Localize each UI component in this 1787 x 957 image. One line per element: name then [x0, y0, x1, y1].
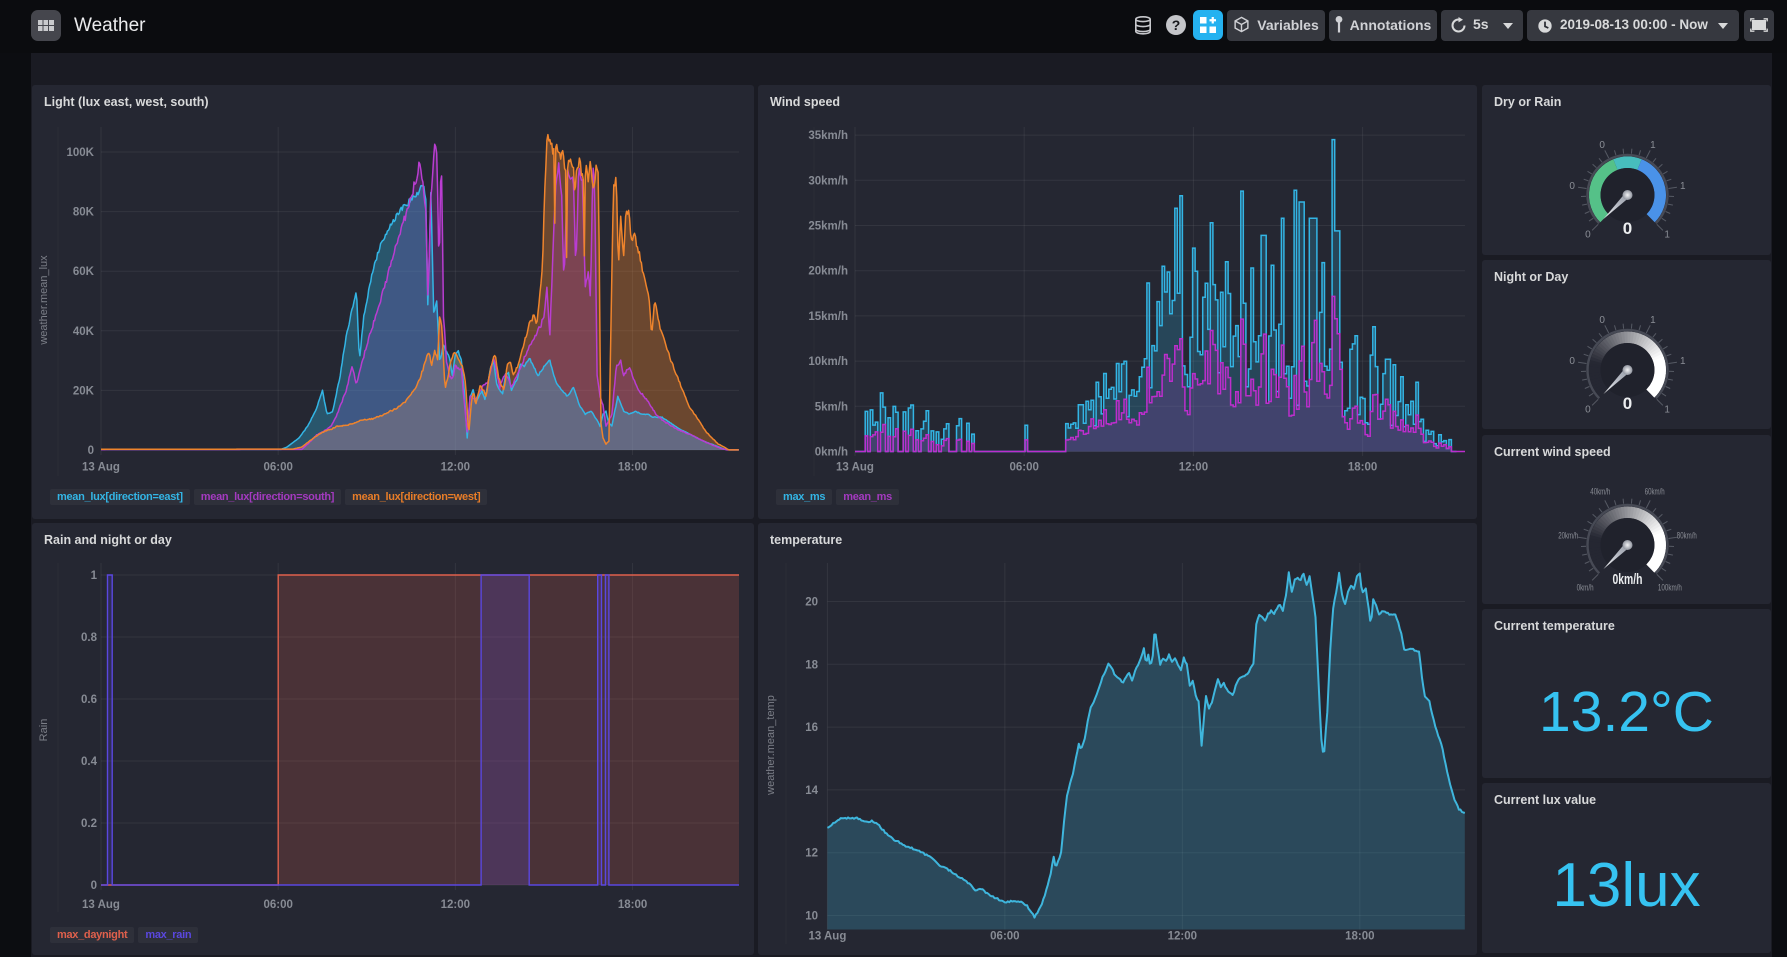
svg-text:30km/h: 30km/h [808, 175, 848, 187]
svg-text:15km/h: 15km/h [808, 311, 848, 323]
svg-text:10km/h: 10km/h [808, 356, 848, 368]
svg-text:14: 14 [805, 785, 818, 797]
svg-text:0: 0 [88, 445, 94, 457]
svg-text:60K: 60K [73, 266, 95, 278]
svg-text:0.8: 0.8 [81, 632, 98, 644]
svg-text:0km/h: 0km/h [815, 447, 848, 459]
svg-text:60km/h: 60km/h [1645, 487, 1665, 497]
svg-text:06:00: 06:00 [263, 462, 292, 474]
svg-text:0: 0 [1623, 394, 1632, 413]
svg-text:1: 1 [1680, 181, 1686, 192]
svg-text:0: 0 [1585, 230, 1591, 241]
svg-text:20km/h: 20km/h [1558, 531, 1578, 541]
svg-text:13 Aug: 13 Aug [808, 931, 846, 943]
svg-text:18: 18 [805, 659, 818, 671]
svg-text:0km/h: 0km/h [1577, 582, 1594, 592]
svg-text:12: 12 [805, 848, 818, 860]
svg-text:80km/h: 80km/h [1677, 531, 1697, 541]
svg-text:0: 0 [1569, 356, 1575, 367]
svg-text:40K: 40K [73, 326, 95, 338]
svg-text:0: 0 [1585, 405, 1591, 416]
svg-text:20: 20 [805, 597, 818, 609]
svg-text:12:00: 12:00 [1168, 931, 1197, 943]
svg-text:18:00: 18:00 [1345, 931, 1374, 943]
svg-text:weather.mean_temp: weather.mean_temp [765, 695, 777, 796]
svg-text:5km/h: 5km/h [815, 401, 848, 413]
svg-text:100K: 100K [67, 147, 95, 159]
svg-text:1: 1 [1680, 356, 1686, 367]
svg-text:1: 1 [1664, 405, 1670, 416]
svg-text:06:00: 06:00 [990, 931, 1019, 943]
svg-text:25km/h: 25km/h [808, 221, 848, 233]
svg-text:weather.mean_lux: weather.mean_lux [38, 255, 50, 346]
svg-text:1: 1 [1664, 230, 1670, 241]
svg-text:12:00: 12:00 [441, 899, 470, 911]
svg-text:18:00: 18:00 [618, 899, 647, 911]
svg-text:16: 16 [805, 722, 818, 734]
svg-text:20km/h: 20km/h [808, 266, 848, 278]
svg-text:13 Aug: 13 Aug [836, 462, 874, 474]
svg-text:20K: 20K [73, 385, 95, 397]
svg-text:0: 0 [1599, 140, 1605, 151]
svg-text:0: 0 [91, 880, 97, 892]
svg-text:18:00: 18:00 [618, 462, 647, 474]
svg-text:12:00: 12:00 [441, 462, 470, 474]
svg-text:80K: 80K [73, 207, 95, 219]
svg-text:0: 0 [1569, 181, 1575, 192]
svg-text:1: 1 [1650, 315, 1656, 326]
svg-text:13 Aug: 13 Aug [82, 462, 120, 474]
svg-text:0.2: 0.2 [81, 818, 97, 830]
svg-text:Rain: Rain [38, 719, 50, 742]
svg-text:0.4: 0.4 [81, 756, 98, 768]
svg-text:10: 10 [805, 911, 818, 923]
svg-text:0: 0 [1623, 219, 1632, 238]
svg-text:1: 1 [1650, 140, 1656, 151]
svg-text:0km/h: 0km/h [1613, 571, 1643, 588]
svg-text:35km/h: 35km/h [808, 130, 848, 142]
svg-text:12:00: 12:00 [1179, 462, 1208, 474]
svg-text:13 Aug: 13 Aug [82, 899, 120, 911]
svg-text:06:00: 06:00 [1009, 462, 1038, 474]
svg-text:06:00: 06:00 [263, 899, 292, 911]
svg-text:1: 1 [91, 570, 98, 582]
svg-text:40km/h: 40km/h [1590, 487, 1610, 497]
svg-text:100km/h: 100km/h [1658, 582, 1682, 592]
svg-text:0.6: 0.6 [81, 694, 97, 706]
svg-text:18:00: 18:00 [1348, 462, 1377, 474]
svg-text:0: 0 [1599, 315, 1605, 326]
